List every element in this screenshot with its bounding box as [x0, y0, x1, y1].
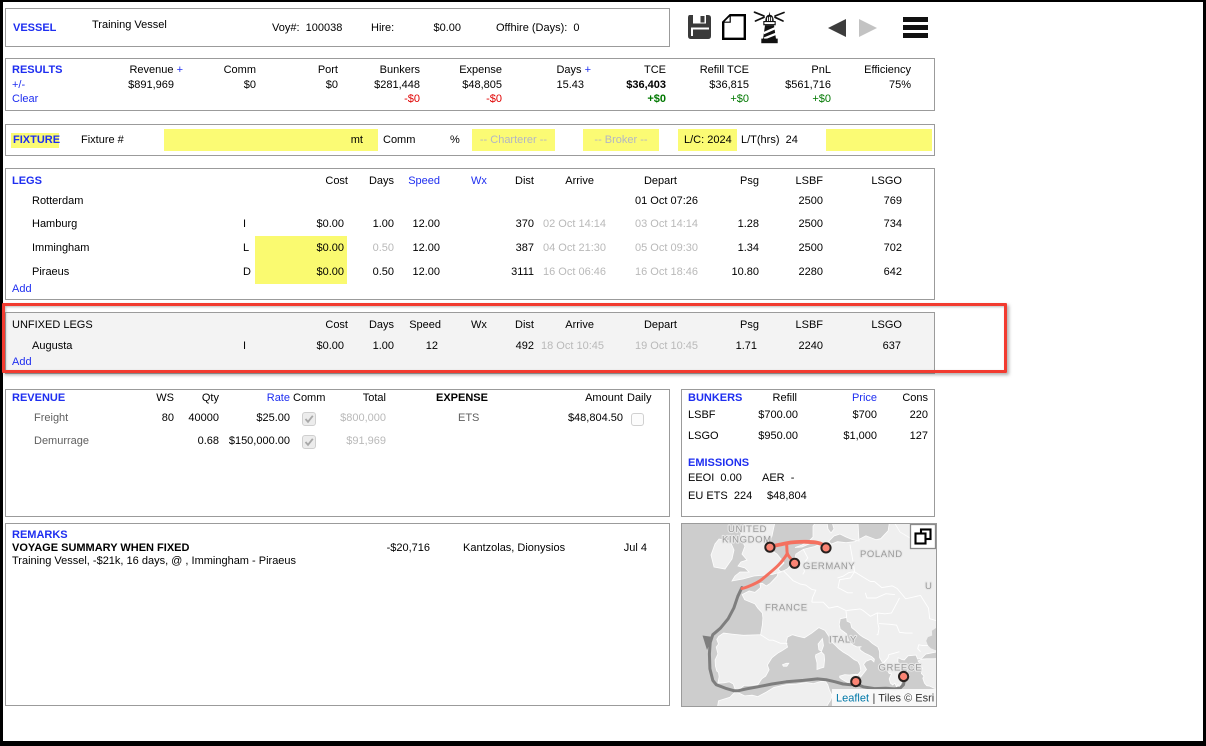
- svg-text:| Tiles © Esri: | Tiles © Esri: [873, 693, 935, 705]
- svg-text:POLAND: POLAND: [860, 549, 903, 560]
- svg-text:GERMANY: GERMANY: [803, 561, 855, 572]
- svg-text:Leaflet: Leaflet: [836, 693, 869, 705]
- svg-text:ITALY: ITALY: [829, 635, 857, 646]
- svg-text:KINGDOM: KINGDOM: [722, 535, 772, 546]
- svg-text:FRANCE: FRANCE: [765, 603, 808, 614]
- svg-text:GREECE: GREECE: [879, 663, 923, 674]
- svg-text:UNITED: UNITED: [728, 524, 767, 535]
- svg-text:U: U: [925, 581, 932, 592]
